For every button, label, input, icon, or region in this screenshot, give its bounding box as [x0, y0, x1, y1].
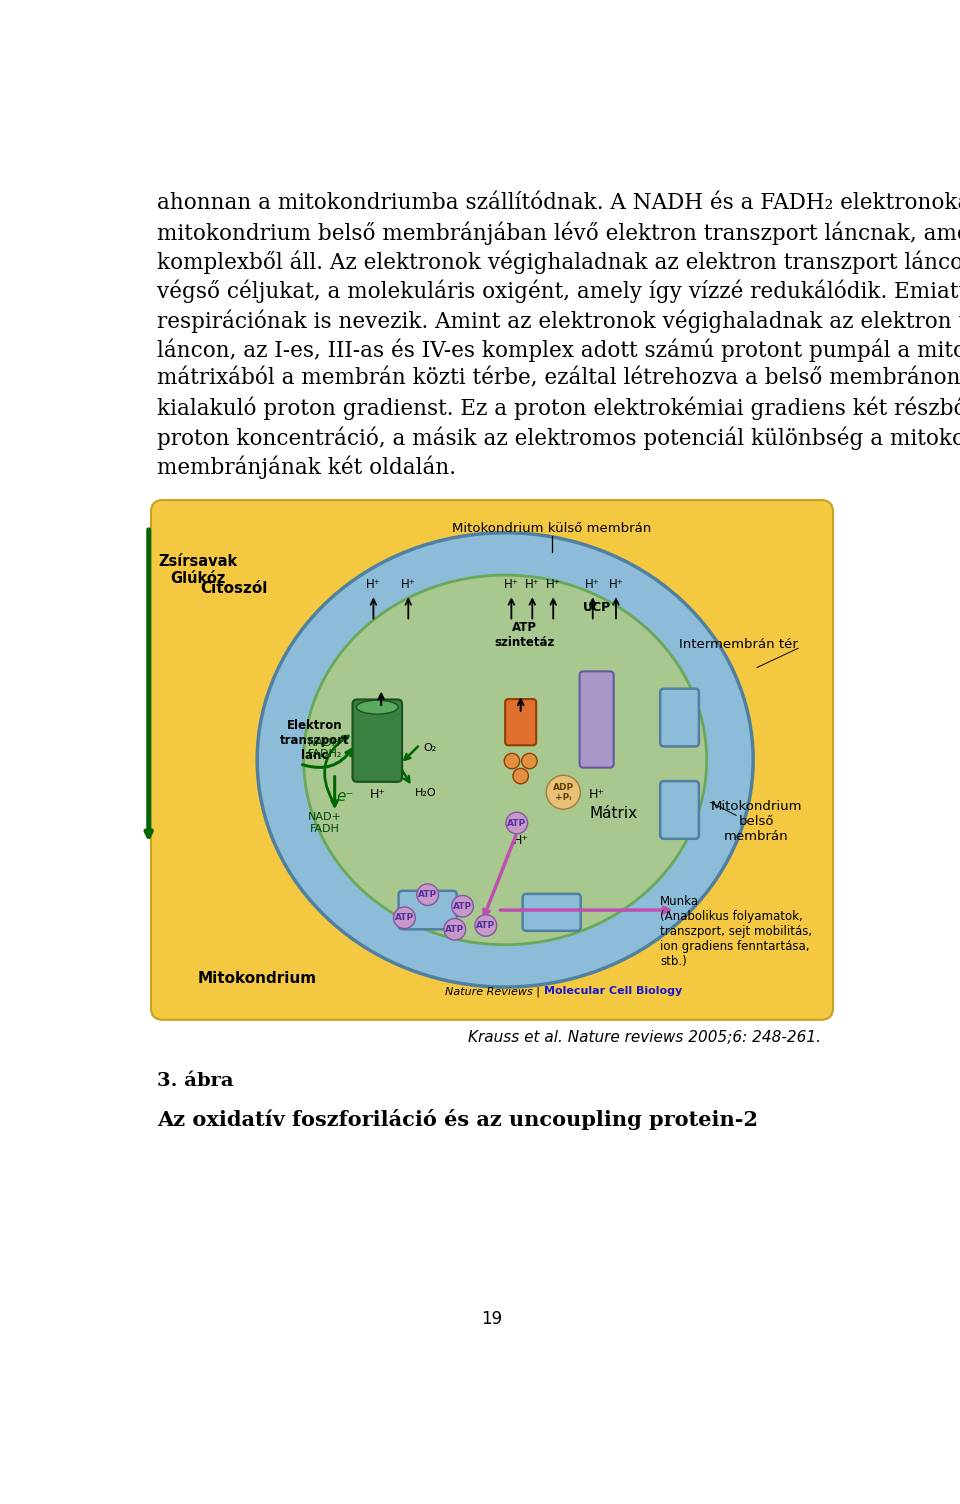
Text: Molecular Cell Biology: Molecular Cell Biology [544, 987, 683, 996]
Text: ATP
szintetáz: ATP szintetáz [494, 621, 555, 648]
Text: Mátrix: Mátrix [589, 806, 637, 821]
Text: 19: 19 [481, 1310, 503, 1328]
Text: 3. ábra: 3. ábra [157, 1072, 234, 1090]
Text: Elektron
transzport
lánc: Elektron transzport lánc [279, 719, 349, 763]
Text: ATP: ATP [419, 890, 437, 899]
Text: membránjának két oldalán.: membránjának két oldalán. [157, 456, 456, 478]
Text: ATP: ATP [453, 902, 472, 911]
Text: Mitokondrium külső membrán: Mitokondrium külső membrán [452, 522, 651, 535]
Text: ATP: ATP [445, 925, 465, 934]
Text: H⁺: H⁺ [513, 835, 529, 847]
Text: Zsírsavak
Glúkóz: Zsírsavak Glúkóz [158, 553, 238, 587]
Text: Munka
(Anabolikus folyamatok,
transzport, sejt mobilitás,
ion gradiens fenntartá: Munka (Anabolikus folyamatok, transzport… [660, 895, 812, 967]
Text: ahonnan a mitokondriumba szállítódnak. A NADH és a FADH₂ elektronokat ad át a: ahonnan a mitokondriumba szállítódnak. A… [157, 193, 960, 214]
Circle shape [513, 769, 528, 784]
Text: e⁻: e⁻ [336, 790, 353, 805]
FancyBboxPatch shape [580, 671, 613, 767]
Text: komplexből áll. Az elektronok végighaladnak az elektron transzport láncon, hogy : komplexből áll. Az elektronok végighalad… [157, 251, 960, 274]
Text: végső céljukat, a molekuláris oxigént, amely így vízzé redukálódik. Emiatt a fol: végső céljukat, a molekuláris oxigént, a… [157, 280, 960, 304]
FancyBboxPatch shape [151, 499, 833, 1020]
Text: mitokondrium belső membránjában lévő elektron transzport láncnak, amely 5 protei: mitokondrium belső membránjában lévő ele… [157, 221, 960, 245]
Ellipse shape [356, 701, 398, 714]
Text: respirációnak is nevezik. Amint az elektronok végighaladnak az elektron transzpo: respirációnak is nevezik. Amint az elekt… [157, 308, 960, 332]
Text: H₂O: H₂O [415, 788, 436, 799]
Circle shape [475, 914, 496, 935]
Text: H⁺: H⁺ [366, 578, 381, 591]
Text: H⁺: H⁺ [588, 788, 605, 802]
Text: Krauss et al. Nature reviews 2005;6: 248-261.: Krauss et al. Nature reviews 2005;6: 248… [468, 1030, 822, 1045]
Text: ADP
+Pᵢ: ADP +Pᵢ [553, 782, 574, 802]
Text: NADH
FADH₂: NADH FADH₂ [307, 737, 342, 760]
Text: Mitokondrium
belső
membrán: Mitokondrium belső membrán [710, 800, 802, 844]
Text: Az oxidatív foszforiláció és az uncoupling protein-2: Az oxidatív foszforiláció és az uncoupli… [157, 1108, 758, 1130]
Circle shape [506, 812, 528, 833]
Circle shape [546, 775, 581, 809]
Ellipse shape [303, 575, 707, 945]
Text: Citoszól: Citoszól [200, 581, 267, 596]
FancyBboxPatch shape [660, 689, 699, 746]
Text: Nature Reviews |: Nature Reviews | [445, 987, 544, 997]
Text: ATP: ATP [395, 913, 414, 922]
Text: ATP: ATP [507, 818, 526, 827]
FancyBboxPatch shape [352, 699, 402, 782]
FancyBboxPatch shape [505, 699, 537, 746]
Ellipse shape [257, 532, 754, 987]
Circle shape [452, 895, 473, 917]
Circle shape [444, 919, 466, 940]
Text: O₂: O₂ [423, 743, 437, 754]
FancyBboxPatch shape [398, 890, 457, 929]
Text: Mitokondrium: Mitokondrium [198, 972, 317, 987]
Text: mátrixából a membrán közti térbe, ezáltal létrehozva a belső membránon keresztül: mátrixából a membrán közti térbe, ezálta… [157, 367, 960, 390]
Text: kialakuló proton gradienst. Ez a proton elektrokémiai gradiens két részből áll: : kialakuló proton gradienst. Ez a proton … [157, 397, 960, 420]
Text: H⁺: H⁺ [504, 578, 518, 591]
Text: H⁺: H⁺ [401, 578, 416, 591]
Text: H⁺: H⁺ [525, 578, 540, 591]
FancyBboxPatch shape [660, 781, 699, 839]
Text: NAD+
FADH: NAD+ FADH [307, 812, 342, 833]
Text: UCP: UCP [583, 602, 611, 614]
Text: Intermembrán tér: Intermembrán tér [680, 638, 798, 651]
Text: H⁺: H⁺ [609, 578, 623, 591]
Text: H⁺: H⁺ [546, 578, 561, 591]
Circle shape [521, 754, 538, 769]
FancyBboxPatch shape [522, 893, 581, 931]
Text: ATP: ATP [476, 920, 495, 929]
Circle shape [394, 907, 416, 928]
Text: proton koncentráció, a másik az elektromos potenciál különbség a mitokondrium be: proton koncentráció, a másik az elektrom… [157, 426, 960, 450]
Circle shape [504, 754, 519, 769]
Circle shape [417, 884, 439, 905]
Text: H⁺: H⁺ [370, 788, 385, 800]
Text: láncon, az I-es, III-as és IV-es komplex adott számú protont pumpál a mitokondri: láncon, az I-es, III-as és IV-es komplex… [157, 338, 960, 362]
Text: H⁺: H⁺ [586, 578, 600, 591]
